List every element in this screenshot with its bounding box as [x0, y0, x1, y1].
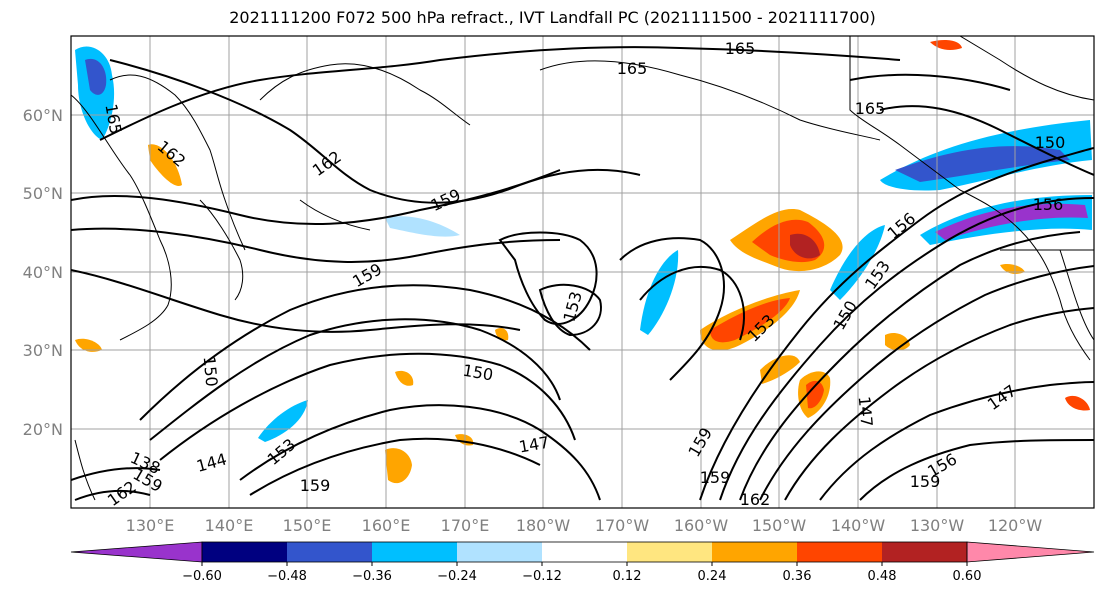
colorbar-tick-label: −0.48	[267, 569, 307, 584]
lon-label: 170°E	[441, 516, 490, 535]
lon-label: 160°E	[362, 516, 411, 535]
lat-axis: 60°N 50°N 40°N 30°N 20°N	[23, 106, 63, 439]
darkblue-shade-kamchatka-west	[85, 58, 107, 95]
purple-shade-pnw	[895, 146, 1070, 182]
lon-label: 140°W	[831, 516, 886, 535]
colorbar-tick-label: −0.24	[437, 569, 477, 584]
lon-label: 150°W	[752, 516, 807, 535]
colorbar-ticks: −0.60 −0.48 −0.36 −0.24 −0.12 0.12 0.24 0.36 0.4…	[182, 562, 981, 584]
colorbar-segment	[882, 542, 967, 562]
orange-shade-small-1	[395, 370, 414, 386]
lat-label: 50°N	[23, 184, 63, 203]
colorbar-segment	[627, 542, 712, 562]
lat-label: 20°N	[23, 420, 63, 439]
map-panel: 165 165 165 165 162 162 159 159 159 159 …	[70, 35, 1095, 509]
lon-label: 150°E	[283, 516, 332, 535]
blue-streak-central	[640, 250, 679, 335]
colorbar-segment	[797, 542, 882, 562]
contour-label: 147	[855, 395, 877, 427]
colorbar-tick-label: 0.60	[953, 569, 982, 584]
gridlines	[71, 36, 1094, 508]
colorbar-segments	[70, 541, 1095, 563]
contour-label: 150	[200, 355, 222, 387]
contour-label: 165	[855, 99, 886, 118]
orange-shade-small-4	[1000, 263, 1025, 274]
lon-label: 180°W	[516, 516, 571, 535]
orange-shade-small-3	[75, 338, 102, 352]
orange-shade-baja	[1065, 395, 1090, 411]
lon-label: 130°E	[126, 516, 175, 535]
orange-shade-west	[385, 448, 412, 484]
lat-label: 40°N	[23, 263, 63, 282]
colorbar-tick-label: 0.24	[698, 569, 727, 584]
colorbar: −0.60 −0.48 −0.36 −0.24 −0.12 0.12 0.24 0.36 0.4…	[70, 541, 1095, 584]
contour-label: 165	[725, 39, 756, 58]
colorbar-segment	[202, 542, 287, 562]
lat-label: 60°N	[23, 106, 63, 125]
contour-label: 165	[617, 59, 648, 78]
contour-label: 159	[300, 476, 331, 495]
contour-lines	[71, 46, 1094, 501]
colorbar-segment	[457, 542, 542, 562]
colorbar-extend-low	[70, 541, 203, 563]
colorbar-tick-label: −0.36	[352, 569, 392, 584]
colorbar-tick-label: −0.60	[182, 569, 222, 584]
lon-label: 140°E	[205, 516, 254, 535]
colorbar-tick-label: 0.36	[783, 569, 812, 584]
map-title: 2021111200 F072 500 hPa refract., IVT La…	[229, 8, 876, 27]
blue-shade-bering	[385, 216, 460, 237]
orange-shade-kamchatka	[148, 144, 182, 186]
colorbar-segment	[372, 542, 457, 562]
contour-label: 156	[1033, 195, 1064, 214]
colorbar-segment	[542, 542, 627, 562]
red-core-south	[806, 380, 824, 409]
colorbar-tick-label: −0.12	[522, 569, 562, 584]
lon-label: 160°W	[674, 516, 729, 535]
colorbar-segment	[712, 542, 797, 562]
contour-label: 150	[1035, 133, 1066, 152]
lon-label: 170°W	[595, 516, 650, 535]
lon-label: 120°W	[988, 516, 1043, 535]
map-frame	[70, 35, 1095, 509]
orange-shade-southeast	[760, 355, 800, 384]
contour-label: 159	[910, 472, 941, 491]
colorbar-extend-high	[966, 541, 1095, 563]
red-core-central	[710, 298, 790, 343]
contour-label: 159	[700, 468, 731, 487]
lon-axis: 130°E 140°E 150°E 160°E 170°E 180°W 170°…	[126, 516, 1043, 535]
colorbar-tick-label: 0.12	[613, 569, 642, 584]
lat-label: 30°N	[23, 341, 63, 360]
colorbar-tick-label: 0.48	[868, 569, 897, 584]
orange-shade-alaska	[930, 40, 962, 50]
colorbar-segment	[287, 542, 372, 562]
contour-label: 162	[740, 490, 771, 509]
darkred-core-north-central	[790, 233, 820, 259]
colorbar-outline	[201, 541, 968, 563]
blue-shade-west-pacific	[258, 400, 308, 442]
lon-label: 130°W	[910, 516, 965, 535]
orange-shade-east	[885, 333, 910, 351]
